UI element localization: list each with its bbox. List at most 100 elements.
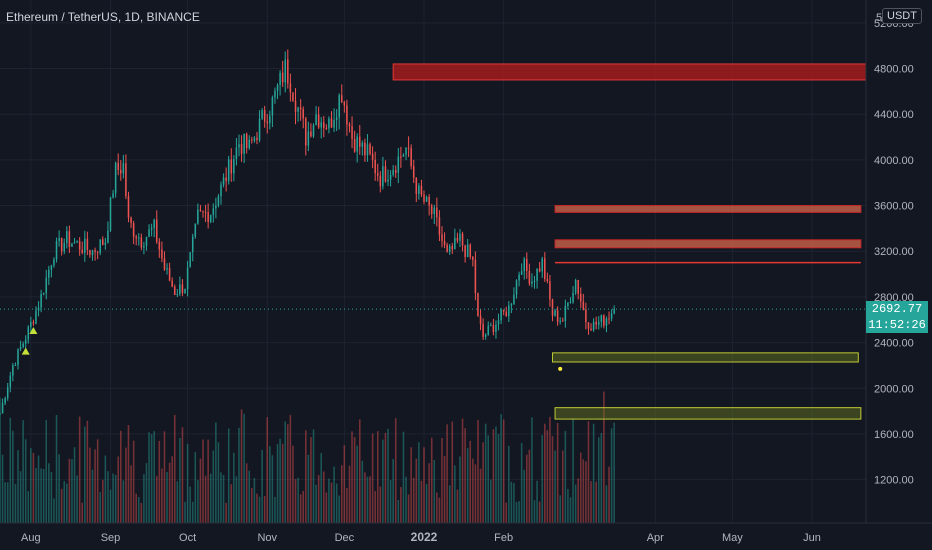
candle-body	[608, 318, 610, 320]
candle-body	[310, 131, 312, 137]
volume-bar	[546, 430, 549, 523]
volume-bar	[608, 466, 610, 523]
volume-bar	[117, 456, 119, 523]
volume-bar	[407, 494, 410, 523]
volume-bar	[125, 447, 127, 523]
candle-body	[572, 292, 574, 302]
volume-bar	[32, 452, 35, 523]
price-axis[interactable]: 1200.00 1600.00 2000.00 2400.00 2800.00 3200.…	[874, 18, 914, 487]
candle-body	[168, 268, 171, 281]
candle-body	[364, 142, 366, 156]
candle-body	[466, 244, 469, 257]
volume-bar	[371, 433, 374, 523]
volume-bar	[559, 495, 561, 523]
volume-bar	[199, 458, 202, 523]
volume-bar	[479, 468, 482, 523]
volume-bar	[389, 480, 392, 523]
candle-body	[217, 196, 220, 206]
volume-bar	[500, 414, 502, 523]
candle-body	[510, 304, 513, 306]
candle-body	[197, 209, 199, 224]
candle-body	[353, 139, 356, 152]
candle-body	[155, 219, 158, 242]
candle-body	[443, 240, 446, 245]
candle-body	[389, 174, 392, 180]
volume-bar	[217, 442, 220, 523]
candle-body	[6, 387, 9, 399]
volume-bar	[4, 482, 6, 523]
candle-body	[567, 302, 569, 306]
volume-bar	[84, 426, 86, 523]
candle-body	[127, 196, 130, 218]
volume-bar	[58, 454, 60, 523]
candle-body	[14, 364, 17, 366]
volume-bar	[541, 435, 543, 523]
candle-body	[117, 162, 119, 171]
candle-body	[585, 309, 587, 323]
candle-body	[379, 175, 382, 187]
candle-body	[446, 244, 448, 252]
candle-body	[215, 205, 217, 209]
volume-bar	[86, 420, 89, 523]
candle-body	[114, 162, 117, 194]
volume-bar	[161, 468, 163, 523]
volume-bar	[114, 474, 117, 523]
volume-bar	[48, 463, 50, 523]
candle-body	[58, 238, 60, 241]
volume-bar	[150, 434, 153, 523]
volume-bar	[341, 465, 343, 523]
volume-bar	[37, 455, 40, 523]
volume-bar	[40, 468, 42, 523]
volume-bar	[392, 459, 394, 523]
time-axis[interactable]: Aug Sep Oct Nov Dec 2022 Feb Apr May Jun	[21, 530, 821, 544]
volume-bar	[418, 442, 420, 523]
candle-body	[546, 278, 549, 282]
volume-bar	[222, 474, 225, 523]
candle-body	[245, 133, 248, 149]
candle-body	[451, 246, 454, 250]
volume-bar	[482, 442, 484, 523]
volume-bar	[497, 433, 500, 523]
candle-body	[248, 139, 251, 149]
volume-bar	[91, 469, 94, 523]
candle-body	[495, 324, 497, 332]
volume-bar	[55, 415, 58, 523]
candle-body	[53, 259, 55, 266]
candle-body	[181, 284, 184, 293]
symbol-title[interactable]: Ethereum / TetherUS, 1D, BINANCE	[6, 10, 200, 24]
currency-button[interactable]: USDT	[882, 8, 922, 24]
volume-bar	[605, 485, 608, 523]
volume-bar	[287, 424, 289, 523]
volume-bar	[140, 502, 143, 523]
candle-body	[166, 268, 168, 270]
price-tick-label: 4400.00	[874, 109, 914, 121]
candle-body	[472, 257, 474, 260]
price-tick-label: 3600.00	[874, 201, 914, 213]
volume-bar	[410, 447, 412, 523]
candle-body	[261, 110, 263, 119]
volume-bar	[464, 428, 466, 523]
candle-body	[544, 258, 546, 279]
volume-bar	[245, 463, 248, 523]
signal-dot	[558, 366, 563, 371]
candle-body	[574, 280, 577, 293]
candle-body	[78, 241, 81, 250]
candle-body	[474, 259, 477, 294]
volume-bar	[137, 496, 140, 523]
volume-bar	[204, 475, 207, 523]
volume-bar	[68, 458, 71, 523]
volume-bar	[441, 437, 443, 523]
candle-body	[233, 159, 235, 174]
candle-body	[212, 208, 215, 215]
volume-bar	[554, 450, 556, 523]
volume-bar	[112, 473, 114, 523]
candle-body	[91, 250, 94, 256]
candle-body	[562, 320, 564, 322]
volume-bar	[12, 430, 14, 523]
volume-bar	[523, 469, 525, 523]
volume-bar	[572, 418, 574, 523]
candle-body	[502, 309, 505, 312]
